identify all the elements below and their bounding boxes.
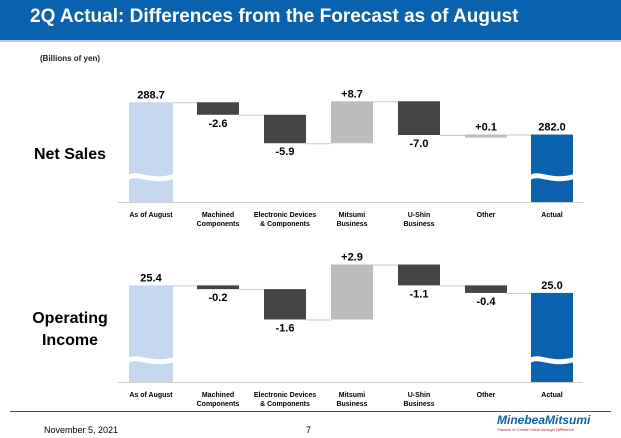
category-label-3: Electronic Devices <box>254 392 316 399</box>
bar-5 <box>398 101 440 136</box>
bar-2 <box>197 285 239 290</box>
minebeamitsumi-logo: MinebeaMitsumi Passion to Create Value t… <box>497 414 609 436</box>
bar-7 <box>531 292 573 382</box>
bar-6 <box>465 285 507 293</box>
title-bar <box>0 0 621 40</box>
category-label-6: Other <box>477 212 496 219</box>
value-label-6: +0.1 <box>475 122 497 134</box>
value-label-7: 25.0 <box>541 280 562 292</box>
category-label-6: Other <box>477 392 496 399</box>
bar-4 <box>331 101 373 144</box>
unit-label: (Billions of yen) <box>40 54 100 63</box>
bar-2 <box>197 102 239 115</box>
bar-1 <box>129 285 173 382</box>
operating-income-waterfall-chart: 25.4 As of August -0.2 Machined Components -1… <box>118 252 583 408</box>
bar-3 <box>264 114 306 144</box>
bar-3 <box>264 289 306 320</box>
category-label-5: U-Shin <box>408 392 431 399</box>
category-label-3: & Components <box>260 221 310 228</box>
footer-divider <box>10 411 611 412</box>
category-label-7: Actual <box>541 212 562 219</box>
axis-break-mark <box>530 173 574 182</box>
value-label-4: +8.7 <box>341 88 363 100</box>
operating-income-row-label: Operating Income <box>25 308 115 352</box>
value-label-3: -1.6 <box>276 322 295 334</box>
slide-title: 2Q Actual: Differences from the Forecast… <box>30 6 519 27</box>
row-label-line: Operating <box>32 310 108 327</box>
page-number: 7 <box>306 425 312 435</box>
bar-4 <box>331 264 373 320</box>
category-label-5: U-Shin <box>408 212 431 219</box>
category-label-7: Actual <box>541 392 562 399</box>
category-label-5: Business <box>403 401 434 408</box>
category-label-4: Business <box>336 401 367 408</box>
value-label-3: -5.9 <box>276 146 295 158</box>
category-label-2: Machined <box>202 212 234 219</box>
net-sales-row-label: Net Sales <box>25 144 115 166</box>
value-label-2: -0.2 <box>209 292 228 304</box>
category-label-1: As of August <box>129 212 173 219</box>
category-label-2: Components <box>197 401 240 408</box>
title-underline <box>0 40 621 42</box>
value-label-7: 282.0 <box>538 122 566 134</box>
logo-tagline: Passion to Create Value through Differen… <box>497 427 575 432</box>
value-label-1: 288.7 <box>137 89 165 101</box>
category-label-3: & Components <box>260 401 310 408</box>
value-label-2: -2.6 <box>209 118 228 130</box>
value-label-5: -7.0 <box>410 138 429 150</box>
category-label-1: As of August <box>129 392 173 399</box>
value-label-1: 25.4 <box>140 272 162 284</box>
category-label-2: Components <box>197 221 240 228</box>
axis-break-mark <box>530 356 574 365</box>
value-label-4: +2.9 <box>341 252 363 264</box>
category-label-5: Business <box>403 221 434 228</box>
bar-1 <box>129 102 173 202</box>
row-label-line: Net Sales <box>33 146 107 163</box>
category-label-4: Mitsumi <box>339 392 366 399</box>
footer-date: November 5, 2021 <box>44 425 119 435</box>
value-label-5: -1.1 <box>410 288 429 300</box>
axis-break-mark <box>128 356 174 365</box>
logo-wordmark: MinebeaMitsumi <box>497 413 591 427</box>
value-label-6: -0.4 <box>477 296 497 308</box>
bar-6 <box>465 134 507 138</box>
category-label-4: Business <box>336 221 367 228</box>
bar-5 <box>398 264 440 286</box>
net-sales-waterfall-chart: 288.7 As of August -2.6 Machined Components -… <box>118 88 583 228</box>
category-label-4: Mitsumi <box>339 212 366 219</box>
axis-break-mark <box>128 173 174 182</box>
category-label-3: Electronic Devices <box>254 212 316 219</box>
row-label-line: Income <box>41 332 98 349</box>
category-label-2: Machined <box>202 392 234 399</box>
bar-7 <box>531 134 573 202</box>
